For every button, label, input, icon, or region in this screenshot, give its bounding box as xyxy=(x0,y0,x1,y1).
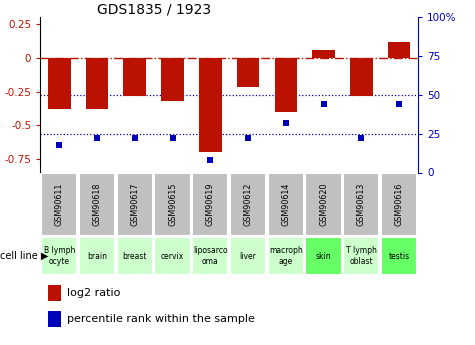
Bar xyxy=(124,58,146,96)
Point xyxy=(282,120,290,126)
Bar xyxy=(154,237,190,275)
Point xyxy=(358,136,365,141)
Bar xyxy=(237,58,259,87)
Text: GSM90615: GSM90615 xyxy=(168,183,177,226)
Bar xyxy=(192,173,228,236)
Point xyxy=(320,101,327,107)
Bar xyxy=(230,173,266,236)
Point xyxy=(169,136,176,141)
Text: breast: breast xyxy=(123,252,147,261)
Bar xyxy=(79,237,115,275)
Bar xyxy=(48,310,61,327)
Point xyxy=(244,136,252,141)
Bar xyxy=(117,237,153,275)
Bar xyxy=(48,285,61,301)
Bar xyxy=(305,237,342,275)
Text: GDS1835 / 1923: GDS1835 / 1923 xyxy=(97,2,211,16)
Bar xyxy=(350,58,373,96)
Bar xyxy=(48,58,71,109)
Text: GSM90617: GSM90617 xyxy=(130,183,139,226)
Bar xyxy=(161,58,184,101)
Bar xyxy=(343,173,380,236)
Point xyxy=(207,157,214,163)
Text: skin: skin xyxy=(316,252,332,261)
Text: log2 ratio: log2 ratio xyxy=(67,288,120,298)
Text: cervix: cervix xyxy=(161,252,184,261)
Bar xyxy=(312,50,335,58)
Text: B lymph
ocyte: B lymph ocyte xyxy=(44,246,75,266)
Bar xyxy=(381,237,417,275)
Text: macroph
age: macroph age xyxy=(269,246,303,266)
Bar xyxy=(230,237,266,275)
Bar xyxy=(41,173,77,236)
Bar xyxy=(79,173,115,236)
Bar xyxy=(388,41,410,58)
Text: GSM90611: GSM90611 xyxy=(55,183,64,226)
Text: GSM90620: GSM90620 xyxy=(319,183,328,226)
Text: GSM90616: GSM90616 xyxy=(395,183,404,226)
Text: GSM90612: GSM90612 xyxy=(244,183,253,226)
Bar xyxy=(117,173,153,236)
Bar xyxy=(268,237,304,275)
Point xyxy=(131,136,139,141)
Point xyxy=(56,142,63,147)
Bar xyxy=(275,58,297,112)
Bar xyxy=(86,58,108,109)
Text: GSM90614: GSM90614 xyxy=(281,183,290,226)
Bar xyxy=(199,58,222,152)
Text: GSM90619: GSM90619 xyxy=(206,183,215,226)
Bar xyxy=(381,173,417,236)
Bar xyxy=(305,173,342,236)
Bar xyxy=(154,173,190,236)
Point xyxy=(93,136,101,141)
Bar xyxy=(343,237,380,275)
Point xyxy=(395,101,403,107)
Text: liver: liver xyxy=(239,252,256,261)
Text: GSM90613: GSM90613 xyxy=(357,183,366,226)
Text: cell line ▶: cell line ▶ xyxy=(0,251,48,261)
Text: liposarco
oma: liposarco oma xyxy=(193,246,228,266)
Text: brain: brain xyxy=(87,252,107,261)
Text: GSM90618: GSM90618 xyxy=(93,183,102,226)
Bar xyxy=(192,237,228,275)
Text: percentile rank within the sample: percentile rank within the sample xyxy=(67,314,255,324)
Text: T lymph
oblast: T lymph oblast xyxy=(346,246,377,266)
Bar xyxy=(268,173,304,236)
Bar xyxy=(41,237,77,275)
Text: testis: testis xyxy=(389,252,409,261)
